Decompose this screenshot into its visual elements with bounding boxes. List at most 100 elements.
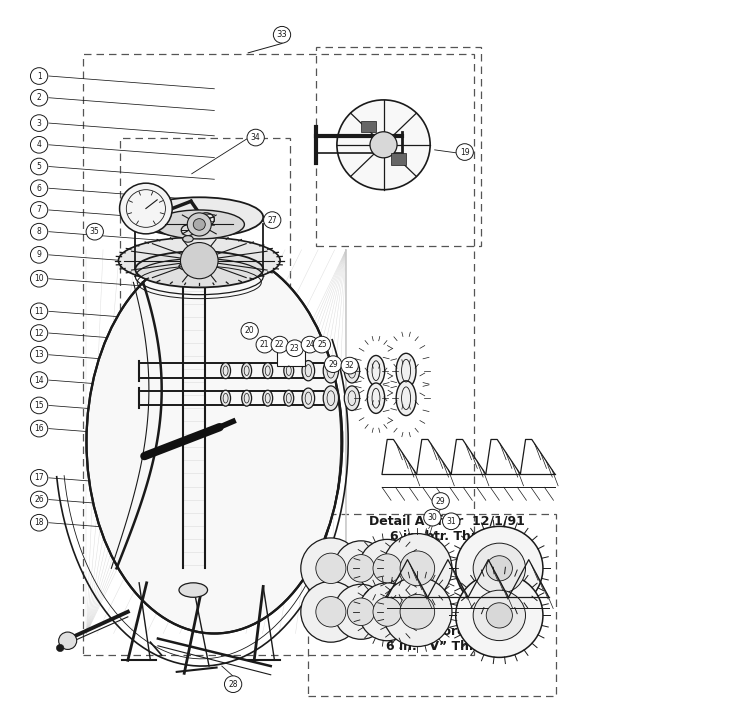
Ellipse shape — [86, 250, 342, 634]
Ellipse shape — [241, 390, 252, 406]
Text: 12: 12 — [35, 329, 44, 337]
Circle shape — [30, 202, 48, 219]
Text: 34: 34 — [251, 133, 260, 142]
Text: Detail B before  12/1/91: Detail B before 12/1/91 — [360, 624, 527, 637]
Circle shape — [30, 346, 48, 363]
Bar — [361, 121, 376, 132]
Ellipse shape — [347, 598, 374, 626]
Text: 16: 16 — [35, 424, 44, 433]
Bar — [316, 47, 481, 246]
Circle shape — [224, 676, 242, 692]
Ellipse shape — [373, 554, 402, 583]
Ellipse shape — [284, 390, 294, 406]
Text: 10: 10 — [35, 274, 44, 283]
Circle shape — [456, 573, 543, 657]
Circle shape — [86, 223, 103, 240]
Ellipse shape — [323, 358, 338, 383]
Ellipse shape — [316, 553, 346, 584]
Circle shape — [286, 340, 304, 357]
Text: 33: 33 — [277, 30, 287, 39]
Ellipse shape — [179, 262, 209, 272]
Text: 4: 4 — [37, 140, 41, 149]
Text: 6: 6 — [37, 184, 41, 193]
Ellipse shape — [119, 237, 280, 285]
Circle shape — [442, 513, 460, 530]
Circle shape — [370, 132, 397, 158]
Ellipse shape — [284, 363, 294, 379]
Bar — [277, 345, 305, 366]
Ellipse shape — [241, 363, 252, 379]
Text: 18: 18 — [35, 518, 44, 527]
Text: 9: 9 — [37, 251, 41, 259]
Circle shape — [30, 420, 48, 437]
Ellipse shape — [220, 390, 231, 406]
Text: 24: 24 — [305, 340, 314, 349]
Ellipse shape — [198, 213, 214, 226]
Circle shape — [263, 212, 281, 229]
Circle shape — [30, 159, 48, 175]
Circle shape — [456, 526, 543, 610]
Text: 8: 8 — [37, 227, 41, 236]
Text: 21: 21 — [260, 340, 269, 349]
Text: 25: 25 — [317, 340, 326, 349]
Circle shape — [30, 492, 48, 508]
Text: 32: 32 — [345, 361, 354, 370]
Circle shape — [325, 356, 342, 373]
Ellipse shape — [302, 388, 314, 408]
Text: 29: 29 — [329, 360, 338, 369]
Circle shape — [30, 246, 48, 264]
Circle shape — [30, 115, 48, 132]
Ellipse shape — [181, 225, 195, 236]
Circle shape — [432, 493, 450, 510]
Circle shape — [256, 336, 274, 353]
Circle shape — [473, 590, 526, 641]
Text: 30: 30 — [428, 513, 437, 522]
Text: 26: 26 — [35, 495, 44, 504]
Circle shape — [59, 632, 77, 649]
Ellipse shape — [183, 236, 193, 243]
Circle shape — [473, 543, 526, 594]
Ellipse shape — [220, 363, 231, 379]
Ellipse shape — [359, 583, 416, 641]
Ellipse shape — [396, 381, 416, 416]
Bar — [308, 514, 556, 696]
Circle shape — [30, 303, 48, 320]
Circle shape — [30, 68, 48, 85]
Circle shape — [423, 510, 441, 526]
Circle shape — [193, 219, 205, 230]
Circle shape — [30, 514, 48, 531]
Ellipse shape — [367, 383, 385, 413]
Text: 27: 27 — [268, 216, 277, 224]
Ellipse shape — [344, 358, 359, 383]
Ellipse shape — [400, 551, 435, 586]
Ellipse shape — [316, 597, 346, 627]
Ellipse shape — [301, 538, 361, 599]
Ellipse shape — [334, 541, 388, 596]
Circle shape — [30, 469, 48, 487]
Ellipse shape — [400, 594, 435, 629]
Circle shape — [313, 336, 331, 353]
Text: 13: 13 — [35, 350, 44, 359]
Circle shape — [341, 358, 359, 374]
Circle shape — [180, 243, 218, 279]
Ellipse shape — [302, 361, 314, 381]
Bar — [120, 138, 290, 333]
Bar — [391, 153, 406, 165]
Ellipse shape — [383, 577, 452, 647]
Circle shape — [56, 644, 64, 652]
Circle shape — [30, 324, 48, 342]
Text: 2: 2 — [37, 93, 41, 102]
Text: 29: 29 — [436, 497, 445, 505]
Text: 23: 23 — [290, 344, 299, 353]
Ellipse shape — [344, 386, 359, 411]
Text: 35: 35 — [90, 227, 99, 236]
Ellipse shape — [367, 355, 385, 386]
Circle shape — [30, 372, 48, 389]
Ellipse shape — [179, 583, 208, 597]
Circle shape — [301, 336, 319, 353]
Text: Detail A after  12/1/91: Detail A after 12/1/91 — [368, 514, 525, 527]
Text: 6 in. “V” Thread: 6 in. “V” Thread — [387, 640, 501, 653]
Text: 22: 22 — [275, 340, 284, 349]
Ellipse shape — [359, 539, 416, 597]
Bar — [83, 54, 474, 655]
